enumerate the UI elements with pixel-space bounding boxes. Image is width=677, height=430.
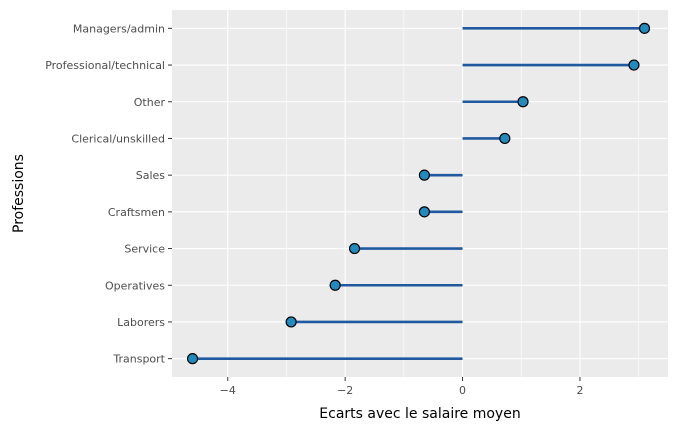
lollipop-point [285, 316, 297, 328]
y-axis-title: Professions [11, 154, 27, 233]
y-tick-label: Sales [136, 169, 166, 182]
lollipop-marks [186, 22, 651, 365]
x-tick-label: −4 [220, 384, 236, 397]
y-axis: Managers/admin Professional/technical Othe… [45, 22, 172, 366]
lollipop-point [348, 242, 361, 255]
lollipop-point [628, 59, 640, 71]
lollipop-point [499, 132, 511, 145]
x-axis: −4 −2 0 2 [220, 377, 583, 397]
x-axis-title: Ecarts avec le salaire moyen [319, 406, 520, 422]
lollipop-point [418, 206, 431, 218]
lollipop-point [517, 96, 529, 108]
x-tick-label: 2 [576, 384, 583, 397]
y-tick-label: Other [134, 96, 166, 109]
minor-gridlines [286, 10, 639, 377]
lollipop-point [329, 279, 341, 291]
y-tick-label: Clerical/unskilled [71, 132, 165, 145]
x-tick-label: 0 [459, 384, 466, 397]
x-tick-label: −2 [337, 384, 353, 397]
y-tick-label: Professional/technical [45, 59, 165, 72]
y-tick-label: Operatives [105, 279, 165, 292]
plot-panel [172, 10, 668, 377]
y-tick-label: Managers/admin [73, 22, 165, 35]
y-tick-label: Service [124, 243, 165, 256]
lollipop-point [418, 169, 431, 181]
y-tick-label: Transport [112, 353, 165, 366]
y-tick-label: Laborers [117, 316, 165, 329]
y-tick-label: Craftsmen [108, 206, 165, 219]
lollipop-point [186, 353, 199, 365]
lollipop-point [638, 22, 651, 34]
